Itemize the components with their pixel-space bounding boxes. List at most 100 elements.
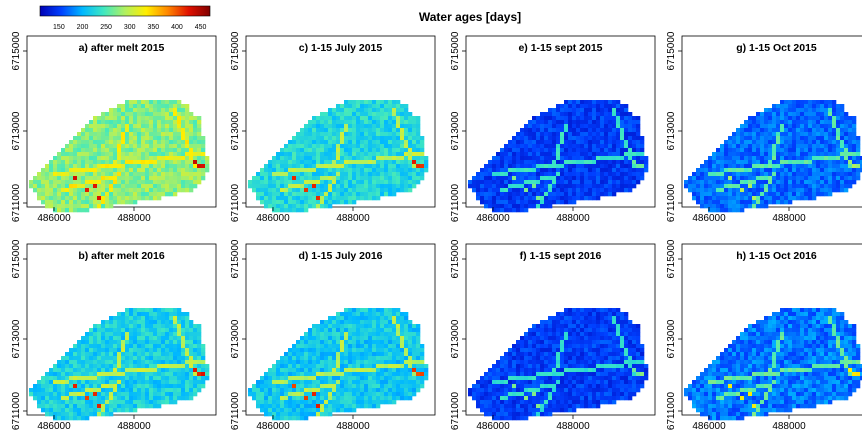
grid-cell — [704, 184, 709, 189]
grid-cell — [105, 324, 110, 329]
grid-cell — [312, 140, 317, 145]
grid-cell — [736, 176, 741, 181]
grid-cell — [348, 132, 353, 137]
grid-cell — [784, 160, 789, 165]
grid-cell — [81, 384, 86, 389]
grid-cell — [49, 204, 54, 209]
grid-cell — [133, 336, 138, 341]
grid-cell — [145, 380, 150, 385]
grid-cell — [272, 196, 277, 201]
grid-cell — [836, 184, 841, 189]
grid-cell — [856, 156, 861, 161]
grid-cell — [125, 348, 130, 353]
grid-cell — [392, 136, 397, 141]
grid-cell — [177, 164, 182, 169]
grid-cell — [512, 176, 517, 181]
grid-cell — [392, 356, 397, 361]
grid-cell — [101, 352, 106, 357]
grid-cell — [304, 368, 309, 373]
grid-cell — [161, 128, 166, 133]
grid-cell — [772, 180, 777, 185]
grid-cell — [264, 372, 269, 377]
grid-cell — [360, 148, 365, 153]
grid-cell — [177, 144, 182, 149]
grid-cell — [540, 204, 545, 209]
grid-cell — [316, 340, 321, 345]
grid-cell — [316, 136, 321, 141]
grid-cell — [572, 132, 577, 137]
grid-cell — [504, 200, 509, 205]
grid-cell — [504, 176, 509, 181]
grid-cell — [416, 364, 421, 369]
grid-cell — [141, 120, 146, 125]
grid-cell — [380, 120, 385, 125]
grid-cell — [340, 132, 345, 137]
grid-cell — [408, 164, 413, 169]
grid-cell — [512, 184, 517, 189]
grid-cell — [600, 184, 605, 189]
grid-cell — [348, 180, 353, 185]
grid-cell — [153, 164, 158, 169]
grid-cell — [636, 128, 641, 133]
grid-cell — [608, 152, 613, 157]
grid-cell — [109, 408, 114, 413]
grid-cell — [336, 312, 341, 317]
grid-cell — [596, 148, 601, 153]
grid-cell — [380, 136, 385, 141]
grid-cell — [724, 168, 729, 173]
grid-cell — [129, 184, 134, 189]
grid-cell — [57, 200, 62, 205]
grid-cell — [556, 196, 561, 201]
grid-cell — [420, 164, 425, 169]
grid-cell — [61, 360, 66, 365]
grid-cell — [129, 396, 134, 401]
grid-cell — [69, 392, 74, 397]
grid-cell — [117, 316, 122, 321]
grid-cell — [109, 140, 114, 145]
grid-cell — [844, 132, 849, 137]
grid-cell — [612, 116, 617, 121]
grid-cell — [121, 160, 126, 165]
grid-cell — [412, 332, 417, 337]
grid-cell — [812, 192, 817, 197]
grid-cell — [320, 148, 325, 153]
grid-cell — [97, 192, 102, 197]
grid-cell — [260, 188, 265, 193]
grid-cell — [157, 348, 162, 353]
grid-cell — [137, 128, 142, 133]
grid-cell — [388, 152, 393, 157]
grid-cell — [588, 192, 593, 197]
grid-cell — [380, 176, 385, 181]
grid-cell — [336, 176, 341, 181]
grid-cell — [77, 152, 82, 157]
grid-cell — [488, 176, 493, 181]
grid-cell — [105, 356, 110, 361]
grid-cell — [165, 180, 170, 185]
grid-cell — [113, 400, 118, 405]
grid-cell — [624, 176, 629, 181]
grid-cell — [776, 172, 781, 177]
grid-cell — [512, 172, 517, 177]
grid-cell — [161, 324, 166, 329]
grid-cell — [137, 336, 142, 341]
y-tick-label: 6711000 — [11, 183, 22, 222]
grid-cell — [177, 360, 182, 365]
grid-cell — [784, 124, 789, 129]
grid-cell — [193, 136, 198, 141]
grid-cell — [364, 172, 369, 177]
grid-cell — [388, 312, 393, 317]
grid-cell — [744, 144, 749, 149]
grid-cell — [121, 396, 126, 401]
grid-cell — [300, 144, 305, 149]
grid-cell — [153, 140, 158, 145]
grid-cell — [117, 160, 122, 165]
grid-cell — [772, 136, 777, 141]
grid-cell — [53, 404, 58, 409]
grid-cell — [65, 364, 70, 369]
grid-cell — [516, 184, 521, 189]
grid-cell — [129, 360, 134, 365]
grid-cell — [288, 184, 293, 189]
grid-cell — [404, 316, 409, 321]
grid-cell — [380, 344, 385, 349]
grid-cell — [137, 340, 142, 345]
